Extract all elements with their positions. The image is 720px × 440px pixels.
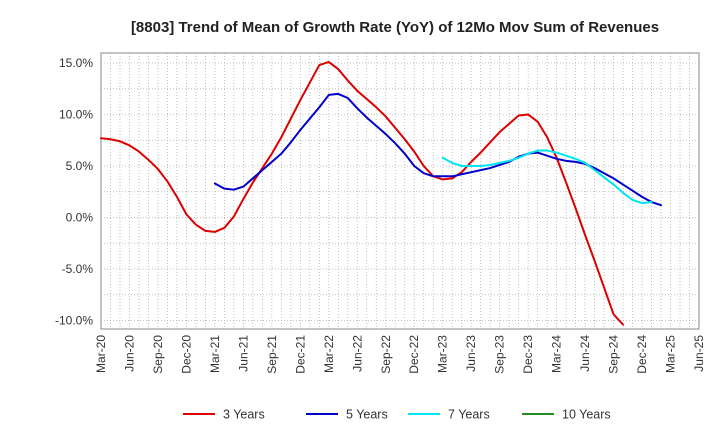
legend-label: 5 Years bbox=[346, 408, 388, 422]
legend-label: 7 Years bbox=[448, 408, 490, 422]
y-tick-label: 0.0% bbox=[66, 211, 94, 225]
x-tick-label: Jun-24 bbox=[578, 335, 592, 372]
x-tick-label: Dec-20 bbox=[179, 335, 193, 374]
legend-label: 10 Years bbox=[562, 408, 611, 422]
x-tick-label: Sep-21 bbox=[265, 335, 279, 374]
y-axis: 15.0% 10.0% 5.0% 0.0% -5.0% -10.0% bbox=[55, 56, 93, 328]
x-tick-label: Dec-21 bbox=[293, 335, 307, 374]
legend-item-3-years: 3 Years bbox=[183, 408, 265, 422]
plot-area-frame bbox=[100, 52, 700, 330]
x-tick-label: Mar-24 bbox=[550, 335, 564, 373]
x-tick-label: Jun-22 bbox=[350, 335, 364, 372]
x-tick-label: Dec-22 bbox=[407, 335, 421, 374]
x-tick-label: Sep-24 bbox=[607, 335, 621, 374]
y-tick-label: 10.0% bbox=[59, 108, 93, 122]
x-tick-label: Mar-20 bbox=[94, 335, 108, 373]
x-tick-label: Mar-25 bbox=[664, 335, 678, 373]
y-tick-label: -10.0% bbox=[55, 314, 93, 328]
chart-title: [8803] Trend of Mean of Growth Rate (YoY… bbox=[131, 19, 659, 36]
x-tick-label: Mar-21 bbox=[208, 335, 222, 373]
grid-layer bbox=[101, 53, 699, 329]
legend: 3 Years 5 Years 7 Years 10 Years bbox=[183, 408, 611, 422]
y-tick-label: -5.0% bbox=[62, 262, 94, 276]
x-tick-label: Sep-20 bbox=[151, 335, 165, 374]
x-tick-label: Dec-23 bbox=[521, 335, 535, 374]
legend-item-5-years: 5 Years bbox=[306, 408, 388, 422]
x-tick-label: Mar-23 bbox=[436, 335, 450, 373]
x-tick-label: Jun-20 bbox=[122, 335, 136, 372]
x-tick-label: Jun-25 bbox=[692, 335, 706, 372]
x-tick-label: Sep-22 bbox=[379, 335, 393, 374]
legend-item-10-years: 10 Years bbox=[522, 408, 611, 422]
legend-label: 3 Years bbox=[223, 408, 265, 422]
legend-item-7-years: 7 Years bbox=[408, 408, 490, 422]
series-layer bbox=[100, 60, 663, 326]
x-tick-label: Sep-23 bbox=[493, 335, 507, 374]
series-line-7-years bbox=[441, 149, 653, 205]
y-tick-label: 15.0% bbox=[59, 56, 93, 70]
x-tick-label: Mar-22 bbox=[322, 335, 336, 373]
x-axis: Mar-20 Jun-20 Sep-20 Dec-20 Mar-21 Jun-21 Sep-… bbox=[94, 335, 706, 374]
x-tick-label: Dec-24 bbox=[635, 335, 649, 374]
series-line-3-years bbox=[100, 60, 625, 326]
x-tick-label: Jun-23 bbox=[464, 335, 478, 372]
x-tick-label: Jun-21 bbox=[236, 335, 250, 372]
y-tick-label: 5.0% bbox=[66, 159, 94, 173]
